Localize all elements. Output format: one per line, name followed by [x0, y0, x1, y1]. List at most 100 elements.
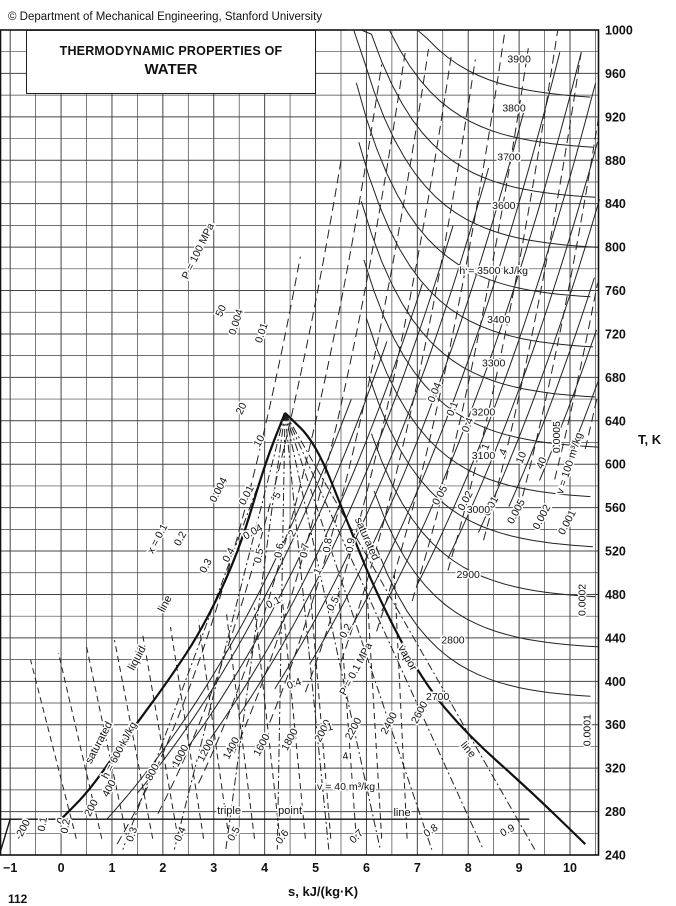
isenthalp-wet-curve: [393, 574, 408, 839]
isenthalp-wet-curve: [198, 620, 230, 839]
quality-line: [225, 412, 286, 850]
x-tick-label: 1: [108, 861, 115, 875]
isochore-label: 0.1: [444, 400, 461, 418]
quality-line: [284, 412, 536, 850]
isenthalp-wet-curve: [114, 640, 154, 839]
isochore-curve: [411, 48, 529, 602]
quality-label: 0.1: [36, 816, 50, 833]
y-tick-label: 600: [605, 458, 626, 472]
x-tick-label: 0: [58, 861, 65, 875]
quality-label: 0.7: [347, 827, 366, 846]
quality-line: [284, 412, 381, 850]
isochore-curve: [157, 160, 342, 815]
annotation-triple: triple: [217, 805, 241, 817]
isenthalp-wet-curve: [254, 607, 281, 839]
isochore-curve: [376, 31, 506, 632]
isochore-curve: [340, 59, 476, 662]
y-tick-label: 640: [605, 414, 626, 428]
y-tick-label: 320: [605, 762, 626, 776]
x-tick-label: 10: [563, 861, 577, 875]
y-tick-label: 1000: [605, 24, 633, 38]
annotation-point: point: [278, 805, 302, 817]
y-tick-label: 800: [605, 241, 626, 255]
page-number: 112: [8, 892, 28, 906]
annotation-liquid: liquid: [126, 644, 149, 672]
isenthalp-label: 400: [100, 778, 119, 799]
y-tick-label: 920: [605, 110, 626, 124]
quality-label: 0.5: [252, 547, 267, 564]
isenthalp-label: 2200: [343, 715, 365, 741]
isenthalp-wet-curve: [170, 626, 205, 839]
isenthalp-label: 200: [82, 797, 101, 818]
isochore-label: 1: [326, 721, 335, 734]
isobar-curve: [208, 283, 423, 742]
x-tick-label: 5: [312, 861, 319, 875]
isobar-label: 0.0002: [576, 584, 588, 616]
quality-line: [173, 412, 286, 850]
isobar-curve: [381, 52, 582, 612]
isochore-label: 0.01: [253, 321, 271, 344]
isenthalp-wet-curve: [310, 594, 332, 839]
isenthalp-label: 2800: [441, 634, 465, 646]
quality-label: 0.9: [498, 822, 517, 840]
isobar-curve: [447, 141, 598, 559]
chart-title-line1: THERMODYNAMIC PROPERTIES OF: [59, 44, 283, 58]
isenthalp-label: 3800: [502, 102, 526, 114]
isobar-label: 0.0001: [581, 714, 593, 746]
isenthalp-label: 800: [143, 761, 162, 782]
copyright-text: © Department of Mechanical Engineering, …: [8, 11, 323, 23]
y-tick-label: 880: [605, 154, 626, 168]
x-tick-label: 4: [261, 861, 268, 875]
isenthalp-curve: [360, 201, 596, 398]
isobar-label: P = 100 MPa: [180, 221, 218, 281]
quality-label: 0.6: [273, 827, 291, 846]
isochore-label: 4: [497, 447, 510, 457]
y-tick-label: 680: [605, 371, 626, 385]
isochore-label: 0.4: [460, 416, 477, 434]
quality-label: 0.9: [344, 537, 358, 553]
isochore-curve: [483, 51, 582, 541]
isochore-label: 0.04: [426, 381, 445, 405]
x-axis-label: s, kJ/(kg·K): [288, 884, 359, 899]
isochore-curve: [518, 117, 599, 510]
isobar-curve: [416, 83, 596, 585]
isenthalp-curve: [371, 433, 596, 598]
isobar-curve: [569, 380, 599, 455]
isenthalp-wet-curve: [142, 633, 179, 839]
isochore-label: 0.004: [207, 475, 230, 504]
isochore-curve: [584, 395, 598, 450]
isobar-curve: [310, 109, 525, 664]
isochore-label: 40: [534, 455, 550, 470]
grid: [0, 29, 600, 856]
isochore-curve: [198, 64, 383, 784]
isenthalp-curve: [348, 29, 593, 148]
saturation-dome: [0, 412, 587, 854]
isenthalp-curve: [358, 142, 593, 348]
solid-boundary-line: [0, 818, 11, 854]
isenthalp-label: 3200: [472, 406, 496, 418]
isobar-label: 0.002: [530, 503, 553, 532]
annotation-line-triple: line: [393, 807, 410, 819]
isenthalp-label: -200: [13, 817, 34, 841]
isenthalp-wet-curve: [365, 581, 383, 839]
y-tick-label: 520: [605, 545, 626, 559]
quality-label: 0.2: [59, 818, 73, 835]
quality-line: [284, 412, 484, 850]
isenthalp-label: 2700: [426, 691, 450, 703]
y-tick-label: 480: [605, 588, 626, 602]
quality-line: [284, 412, 330, 850]
isenthalp-label: 1800: [279, 726, 301, 752]
y-tick-label: 760: [605, 284, 626, 298]
isenthalp-curve: [368, 376, 593, 548]
isenthalp-curve: [353, 29, 599, 248]
property-curves: [30, 29, 600, 850]
quality-label: 0.7: [298, 542, 312, 559]
isochore-curve: [554, 283, 598, 480]
isobar-curve: [477, 199, 600, 533]
isobar-label: 0.001: [556, 508, 579, 537]
isobar-label: 0.005: [505, 497, 528, 526]
tick-labels: −1 0 1 2 3 4 5 6 7 8 9 1024028032036040044048052056…: [3, 24, 633, 876]
title-box: THERMODYNAMIC PROPERTIES OF WATER: [26, 30, 316, 94]
isobar-curve: [106, 457, 322, 820]
